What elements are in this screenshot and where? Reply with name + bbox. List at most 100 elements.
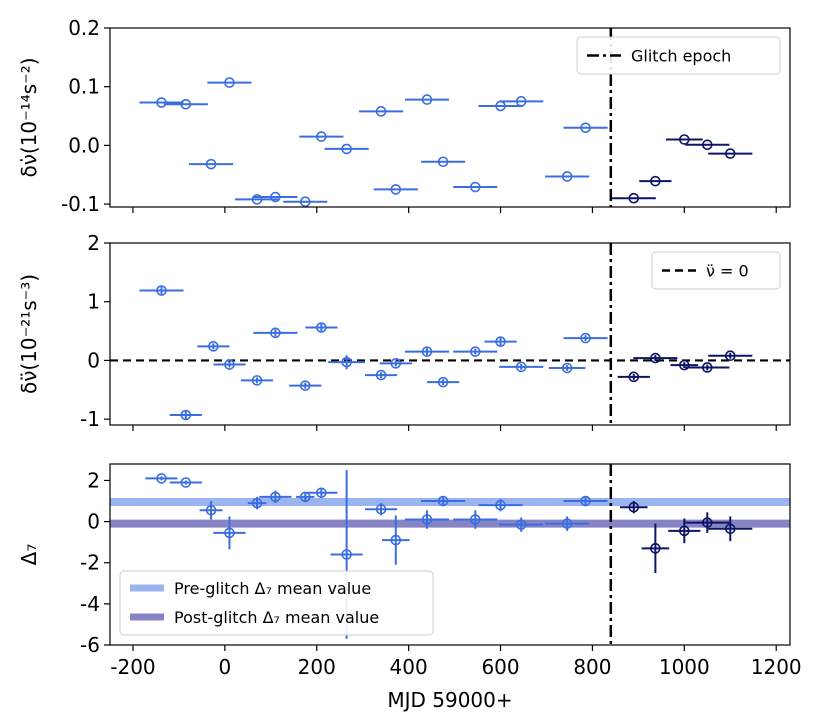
point-marker [224,527,235,539]
point-marker [701,517,713,528]
point-marker [437,495,449,507]
data-point [685,512,730,533]
point-marker [299,380,311,391]
point-marker [421,346,433,357]
data-point [365,503,398,516]
data-point [453,510,498,529]
data-point [139,97,184,108]
data-point [253,191,298,203]
data-point [670,359,699,371]
axes-frame [109,27,791,208]
data-point [617,371,650,383]
data-point [163,98,208,110]
y-tick-label: 2 [87,231,100,255]
point-marker [270,327,281,339]
data-point [365,369,398,381]
data-point [620,501,648,514]
data-point [259,490,292,504]
data-point [665,134,703,145]
series-post-glitch [611,134,753,204]
point-marker [180,409,192,421]
data-point [427,376,460,388]
data-point [283,196,328,207]
point-marker [437,156,449,168]
point-marker [375,369,387,381]
y-axis-title: δν̇(10⁻¹⁴s⁻²) [17,57,41,177]
x-tick-label: 600 [481,655,519,679]
point-marker [180,98,192,110]
point-marker [580,495,591,507]
point-marker [208,341,219,352]
data-point [289,380,322,391]
legend-box [119,570,434,636]
x-tick-label: 0 [218,655,231,679]
data-point [453,181,498,193]
point-marker [390,534,402,546]
point-marker [724,148,736,159]
data-point [639,175,672,187]
data-point [207,77,252,88]
data-point [247,496,267,510]
point-marker [390,184,402,195]
point-marker [724,350,736,362]
legend: Glitch epoch [576,36,781,75]
point-marker [628,371,640,383]
point-marker [469,514,481,525]
data-point [548,362,586,374]
point-marker [156,285,167,296]
point-marker [205,504,217,516]
series-post-glitch [617,350,753,383]
panel-nudot: -0.1 0.0 0.1 0.2 δν̇(10⁻¹⁴s⁻²) Glitch epoch [17,16,791,216]
x-tick-label: 1200 [751,655,802,679]
point-marker [650,543,661,554]
data-point [404,510,450,529]
series-pre-glitch [139,285,608,421]
point-marker [469,181,481,193]
x-tick-label: 1000 [659,655,710,679]
point-marker [156,97,167,108]
point-marker [421,514,433,525]
data-point [708,148,753,159]
y-tick-label: 1 [87,290,100,314]
point-marker [650,352,661,364]
data-point [213,359,246,370]
y-tick-label: -2 [80,551,100,575]
point-marker [270,491,281,503]
point-marker [495,336,506,347]
data-point [296,491,315,503]
data-point [563,122,608,134]
point-marker [180,477,192,488]
y-tick-label: -1 [80,407,100,431]
y-tick-label: 2 [87,468,100,492]
point-marker [561,362,573,374]
data-point [299,131,344,142]
y-tick-label: 0 [87,348,100,372]
point-marker [251,194,263,205]
data-layer [139,285,753,421]
point-marker [251,497,263,509]
point-marker [561,171,573,182]
y-tick-label: -6 [80,633,100,657]
data-point [240,375,274,386]
point-marker [580,122,591,134]
point-marker [701,139,713,151]
data-point [324,143,369,155]
data-point [145,473,178,484]
data-point [478,100,523,112]
x-tick-label: 400 [390,655,428,679]
data-point [685,139,730,151]
data-point [213,516,246,550]
data-point [499,517,544,532]
point-marker [390,358,402,369]
point-marker [251,375,263,386]
point-marker [316,322,327,333]
data-point [545,516,590,531]
point-marker [270,191,281,203]
data-point [611,192,656,204]
data-point [199,501,223,520]
point-marker [515,519,527,530]
data-point [189,158,234,170]
data-point [305,322,338,333]
y-tick-label: 0 [87,510,100,534]
